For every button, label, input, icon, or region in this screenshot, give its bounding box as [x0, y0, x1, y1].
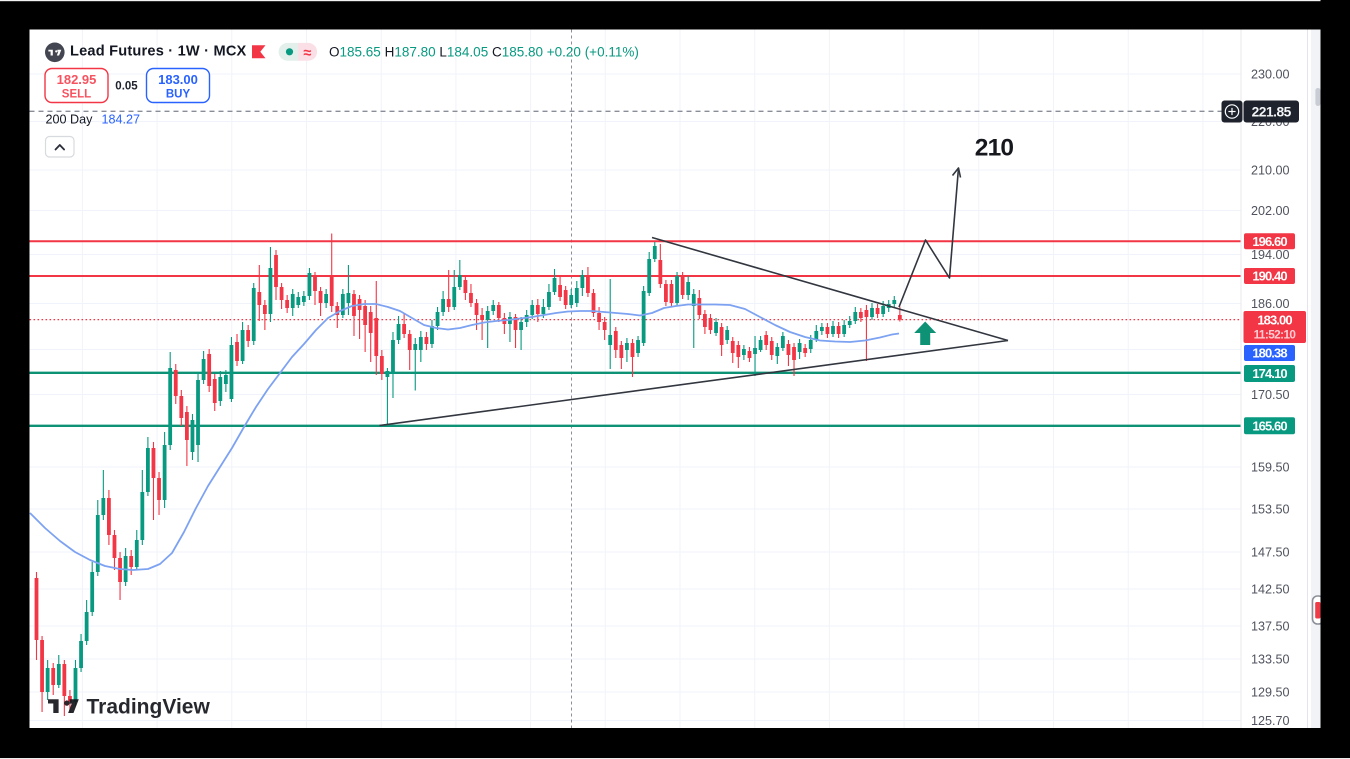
svg-text:147.50: 147.50	[1251, 545, 1290, 559]
svg-text:210: 210	[975, 135, 1014, 162]
svg-text:230.00: 230.00	[1251, 67, 1290, 81]
svg-text:137.50: 137.50	[1251, 619, 1290, 633]
svg-text:174.10: 174.10	[1252, 366, 1287, 381]
svg-text:≈: ≈	[304, 45, 312, 61]
svg-text:170.50: 170.50	[1251, 388, 1290, 402]
svg-text:182.95: 182.95	[57, 72, 97, 87]
svg-text:TradingView: TradingView	[87, 695, 211, 718]
svg-text:BUY: BUY	[166, 89, 191, 101]
svg-text:183.00: 183.00	[1257, 312, 1292, 327]
svg-text:133.50: 133.50	[1251, 652, 1290, 666]
svg-text:221.85: 221.85	[1252, 104, 1292, 119]
svg-text:196.60: 196.60	[1252, 234, 1287, 249]
svg-text:142.50: 142.50	[1251, 582, 1290, 596]
svg-text:186.00: 186.00	[1251, 297, 1290, 311]
svg-text:11:52:10: 11:52:10	[1254, 328, 1297, 342]
svg-text:153.50: 153.50	[1251, 502, 1290, 516]
svg-text:200 Day: 200 Day	[46, 112, 94, 126]
svg-text:O185.65 H187.80 L184.05 C185.8: O185.65 H187.80 L184.05 C185.80 +0.20 (+…	[329, 44, 639, 59]
svg-text:184.27: 184.27	[102, 112, 141, 126]
svg-text:SELL: SELL	[62, 89, 91, 101]
svg-text:Lead Futures · 1W · MCX: Lead Futures · 1W · MCX	[70, 43, 247, 59]
svg-text:159.50: 159.50	[1251, 460, 1290, 474]
svg-text:190.40: 190.40	[1252, 269, 1287, 284]
svg-text:125.70: 125.70	[1251, 714, 1290, 728]
svg-text:202.00: 202.00	[1251, 204, 1290, 218]
svg-text:165.60: 165.60	[1252, 418, 1287, 433]
svg-text:210.00: 210.00	[1251, 163, 1290, 177]
svg-text:180.38: 180.38	[1252, 346, 1287, 361]
svg-text:129.50: 129.50	[1251, 685, 1290, 699]
svg-text:0.05: 0.05	[115, 81, 138, 93]
svg-text:183.00: 183.00	[158, 72, 198, 87]
svg-text:194.00: 194.00	[1251, 248, 1290, 262]
